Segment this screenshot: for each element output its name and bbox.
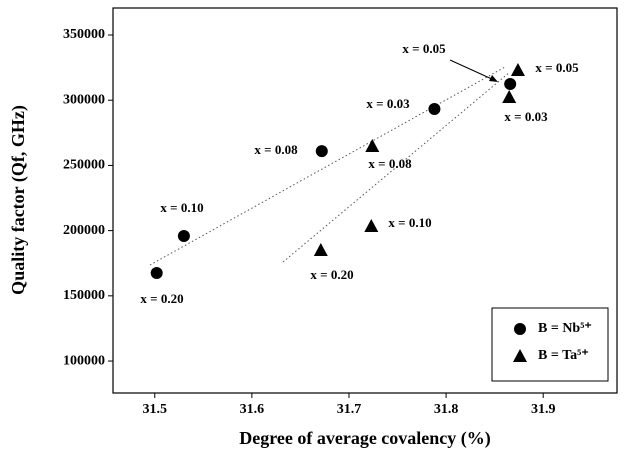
data-point xyxy=(428,102,441,115)
legend-marker xyxy=(513,349,527,362)
legend xyxy=(491,307,609,382)
y-tick-label: 300000 xyxy=(63,92,105,107)
x-tick-label: 31.6 xyxy=(240,402,265,417)
legend-marker xyxy=(514,323,526,335)
annotation: x = 0.20 xyxy=(310,267,353,282)
data-point xyxy=(150,267,163,280)
legend-label: B = Nb⁵⁺ xyxy=(538,321,592,336)
y-tick-label: 350000 xyxy=(63,27,105,42)
x-tick-label: 31.5 xyxy=(143,402,168,417)
y-tick-label: 200000 xyxy=(63,223,105,238)
annotation: x = 0.05 xyxy=(535,60,579,75)
annotation: x = 0.03 xyxy=(504,109,548,124)
plot-frame xyxy=(112,7,618,394)
x-axis-label: Degree of average covalency (%) xyxy=(239,428,491,449)
annotation: x = 0.10 xyxy=(388,215,431,230)
data-point xyxy=(365,138,380,152)
data-point xyxy=(177,229,190,242)
data-point xyxy=(502,89,517,103)
annotation: x = 0.08 xyxy=(254,142,298,157)
annotation: x = 0.05 xyxy=(402,41,446,56)
data-point xyxy=(364,219,379,233)
legend-label: B = Ta⁵⁺ xyxy=(538,348,589,363)
y-axis-label: Quality factor (Qf, GHz) xyxy=(8,105,29,295)
annotation: x = 0.08 xyxy=(368,156,412,171)
data-point xyxy=(510,62,525,76)
data-point xyxy=(315,145,328,158)
data-point xyxy=(504,78,517,91)
annotation: x = 0.10 xyxy=(160,200,203,215)
x-tick-label: 31.8 xyxy=(434,402,459,417)
x-tick-label: 31.9 xyxy=(531,402,556,417)
trend-line xyxy=(282,71,511,263)
data-point xyxy=(313,243,328,257)
y-tick-label: 250000 xyxy=(63,158,105,173)
y-tick-label: 100000 xyxy=(63,353,105,368)
annotation: x = 0.20 xyxy=(140,291,183,306)
y-tick-label: 150000 xyxy=(63,288,105,303)
x-tick-label: 31.7 xyxy=(337,402,362,417)
arrow xyxy=(449,59,495,81)
annotation: x = 0.03 xyxy=(366,96,410,111)
arrow-head xyxy=(489,75,498,82)
trend-line xyxy=(149,66,506,266)
